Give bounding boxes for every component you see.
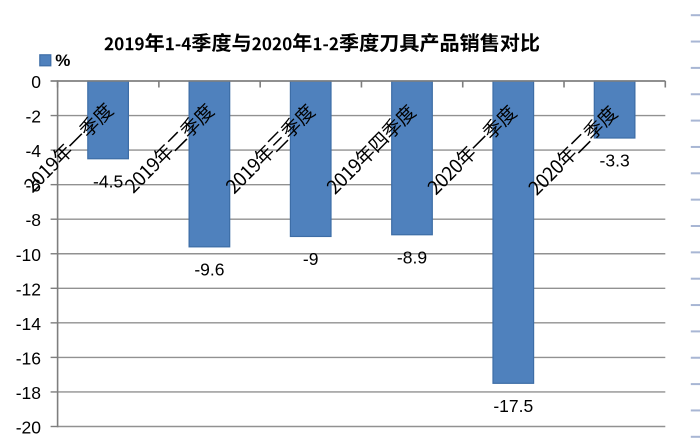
- svg-text:-8: -8: [25, 210, 41, 230]
- svg-text:-2: -2: [25, 107, 41, 127]
- svg-text:-16: -16: [16, 348, 41, 368]
- svg-text:-9.6: -9.6: [194, 260, 224, 280]
- svg-text:0: 0: [31, 72, 41, 92]
- svg-text:-18: -18: [16, 383, 41, 403]
- svg-text:-8.9: -8.9: [397, 247, 427, 267]
- svg-text:-4: -4: [25, 141, 41, 161]
- svg-text:-9: -9: [303, 249, 319, 269]
- svg-text:-12: -12: [16, 279, 41, 299]
- svg-text:%: %: [55, 51, 70, 70]
- svg-text:-14: -14: [16, 314, 42, 334]
- svg-text:-10: -10: [16, 245, 42, 265]
- svg-text:-17.5: -17.5: [493, 396, 533, 416]
- svg-text:-4.5: -4.5: [93, 171, 123, 191]
- svg-text:-3.3: -3.3: [600, 151, 630, 171]
- svg-text:-20: -20: [16, 418, 42, 438]
